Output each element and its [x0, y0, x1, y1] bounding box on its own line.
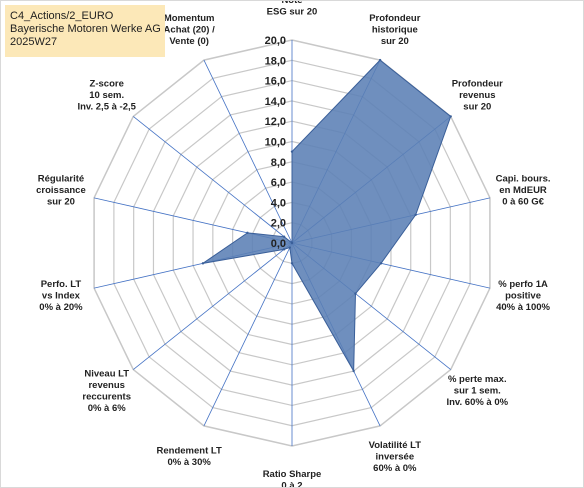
category-label: Profondeur revenus sur 20 [452, 79, 503, 113]
radar-spoke [133, 242, 293, 370]
data-point [414, 213, 417, 216]
radar-spoke [203, 242, 293, 427]
radial-tick-labels: 0,0 2,0 4,0 6,0 8,0 10,0 12,0 14,0 16,0 18,0 20,0 [265, 35, 286, 250]
category-label: % perfo 1A positive 40% à 100% [496, 279, 550, 313]
report-week: 2025W27 [10, 36, 58, 48]
data-point [290, 241, 294, 245]
data-point [379, 262, 383, 265]
chart-header: C4_Actions/2_EURO Bayerische Motoren Wer… [5, 5, 165, 57]
category-label: Profondeur historique sur 20 [369, 13, 420, 47]
tick-label: 18,0 [265, 55, 286, 67]
data-point [290, 262, 294, 265]
tick-label: 8,0 [271, 157, 286, 169]
tick-label: 2,0 [271, 218, 286, 230]
tick-label: 14,0 [265, 96, 286, 108]
category-label: Régularité croissance sur 20 [36, 174, 86, 208]
data-point [354, 292, 357, 295]
category-label: % perte max. sur 1 sem. Inv. 60% à 0% [446, 374, 508, 408]
radar-spoke [203, 59, 293, 244]
data-point [288, 246, 291, 249]
data-point [201, 262, 205, 265]
company-name: Bayerische Motoren Werke AG [10, 23, 161, 35]
portfolio-name: C4_Actions/2_EURO [10, 10, 114, 22]
data-point [449, 115, 452, 118]
tick-label: 12,0 [265, 116, 286, 128]
tick-label: 4,0 [271, 197, 286, 209]
tick-label: 10,0 [265, 137, 286, 149]
data-point [378, 58, 382, 62]
tick-label: 16,0 [265, 76, 286, 88]
tick-label: 6,0 [271, 177, 286, 189]
tick-label: 20,0 [265, 35, 286, 47]
category-label: Capi. bours. en MdEUR 0 à 60 G€ [496, 174, 551, 208]
series-area [202, 59, 452, 373]
category-label: NoteESG sur 20 [267, 1, 318, 18]
data-point [290, 150, 294, 153]
category-label: Ratio Sharpe 0 à 2 [263, 469, 322, 488]
category-label: Volatilité LT inversée 60% à 0% [369, 440, 422, 474]
data-point [246, 231, 249, 235]
category-label: Momentum Achat (20) / Vente (0) [164, 13, 216, 47]
category-label: Niveau LT revenus reccurents 0% à 6% [82, 368, 131, 414]
radar-series [201, 58, 452, 373]
tick-label: 0,0 [271, 238, 286, 250]
data-point [282, 235, 286, 238]
data-point [352, 369, 355, 373]
category-label: Z-score 10 sem. Inv. 2,5 à -2,5 [77, 79, 136, 113]
category-label: Perfo. LT vs Index 0% à 20% [39, 279, 83, 313]
category-label: Rendement LT 0% à 30% [157, 446, 222, 469]
radar-spoke [133, 116, 293, 244]
data-point [282, 248, 286, 251]
